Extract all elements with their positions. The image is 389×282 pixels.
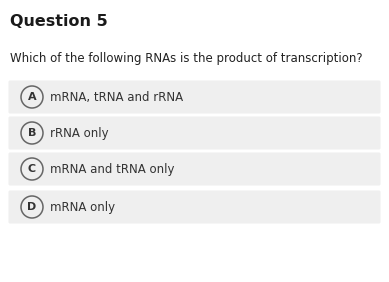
FancyBboxPatch shape [9,80,380,113]
FancyBboxPatch shape [9,191,380,224]
Text: mRNA and tRNA only: mRNA and tRNA only [50,162,175,175]
Text: A: A [28,92,36,102]
Ellipse shape [21,122,43,144]
Text: Which of the following RNAs is the product of transcription?: Which of the following RNAs is the produ… [10,52,363,65]
Ellipse shape [21,158,43,180]
FancyBboxPatch shape [9,116,380,149]
Ellipse shape [21,86,43,108]
Text: mRNA, tRNA and rRNA: mRNA, tRNA and rRNA [50,91,183,103]
Text: D: D [27,202,37,212]
Ellipse shape [21,196,43,218]
Text: Question 5: Question 5 [10,14,108,29]
Text: C: C [28,164,36,174]
Text: rRNA only: rRNA only [50,127,109,140]
FancyBboxPatch shape [9,153,380,186]
Text: mRNA only: mRNA only [50,201,115,213]
Text: B: B [28,128,36,138]
